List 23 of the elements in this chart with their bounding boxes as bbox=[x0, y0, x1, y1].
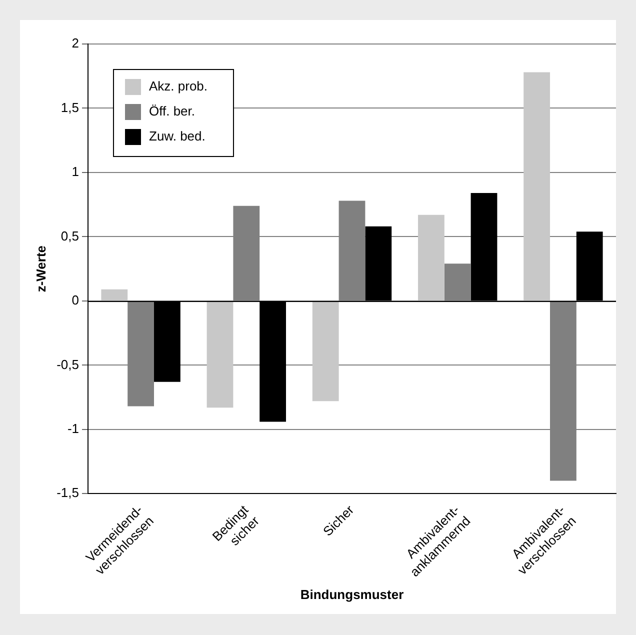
bar bbox=[338, 200, 366, 301]
legend-label: Zuw. bed. bbox=[149, 128, 206, 144]
y-tick-label: 2 bbox=[72, 36, 79, 51]
legend-label: Öff. ber. bbox=[149, 104, 196, 119]
bar bbox=[312, 301, 339, 402]
y-tick-label: 1 bbox=[72, 164, 79, 180]
y-tick-label: 0,5 bbox=[60, 228, 79, 244]
y-tick-label: 1,5 bbox=[60, 100, 79, 115]
y-tick-label: -1 bbox=[67, 420, 79, 436]
bar bbox=[418, 214, 444, 301]
y-axis-title: z-Werte bbox=[33, 245, 48, 292]
bar bbox=[206, 301, 234, 408]
bar bbox=[233, 206, 260, 301]
x-axis-title: Bindungsmuster bbox=[300, 586, 404, 602]
y-tick-label: 0 bbox=[72, 292, 79, 308]
bar bbox=[550, 301, 576, 481]
legend-label: Akz. prob. bbox=[149, 78, 208, 94]
bar bbox=[101, 289, 128, 301]
y-tick-label: -1,5 bbox=[56, 485, 79, 500]
bar bbox=[444, 264, 471, 301]
bar bbox=[128, 301, 154, 406]
bar bbox=[524, 72, 550, 301]
y-tick-label: -0,5 bbox=[56, 356, 79, 372]
